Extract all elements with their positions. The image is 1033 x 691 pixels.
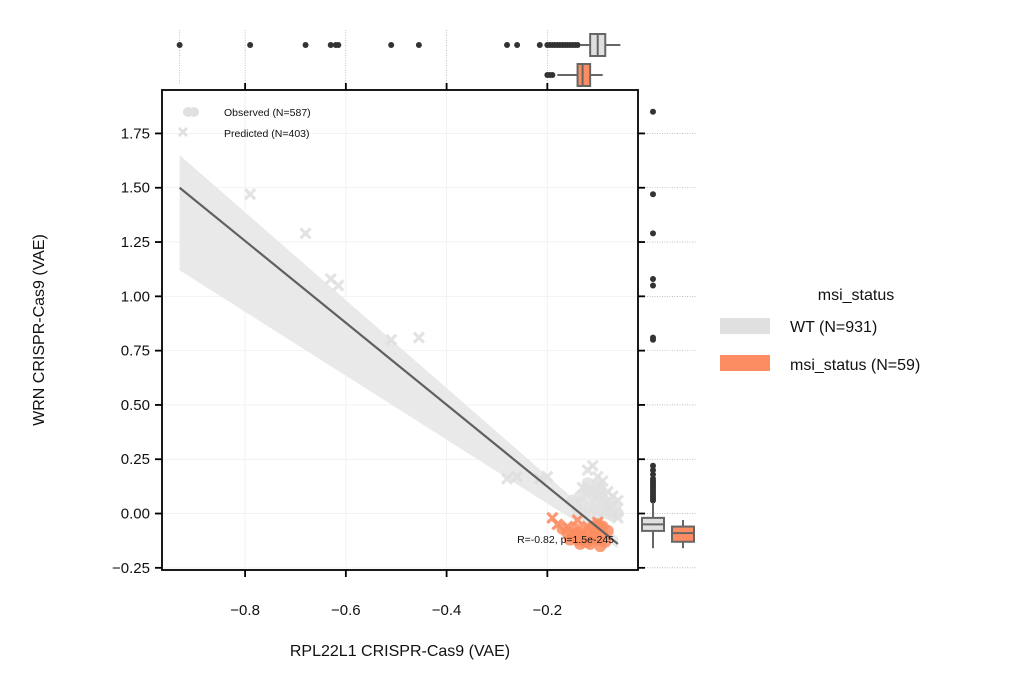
y-tick-label: 1.50 bbox=[121, 180, 150, 197]
main-scatter-plot: −0.8 −0.6 −0.4 −0.2 −0.25 0.00 0.25 0.50 0.75 1.… bbox=[31, 83, 645, 660]
wt-predicted-point bbox=[332, 279, 345, 292]
top-wt-outlier bbox=[514, 42, 521, 48]
x-tick-label: −0.8 bbox=[230, 602, 260, 619]
top-wt-outlier bbox=[388, 42, 395, 48]
y-tick-label: 0.50 bbox=[121, 397, 150, 414]
right-wt-outlier bbox=[650, 471, 656, 478]
wt-predicted-point bbox=[385, 333, 398, 346]
y-tick-label: 0.00 bbox=[121, 506, 150, 523]
confidence-band-area bbox=[179, 155, 618, 549]
regression-line-path bbox=[178, 186, 619, 545]
right-wt-outlier bbox=[650, 497, 656, 504]
wt-predicted-point bbox=[500, 472, 514, 485]
top-msi-box bbox=[576, 63, 592, 87]
y-axis-title: WRN CRISPR-Cas9 (VAE) bbox=[31, 234, 48, 426]
plot-frame bbox=[161, 89, 639, 571]
x-axis: −0.8 −0.6 −0.4 −0.2 bbox=[230, 83, 562, 619]
wt-observed-point bbox=[574, 490, 587, 503]
wt-predicted-point bbox=[244, 188, 257, 201]
correlation-annotation: R=-0.82, p=1.5e-245 bbox=[517, 534, 614, 546]
y-tick-label: 0.25 bbox=[121, 451, 150, 468]
y-tick-label: 1.75 bbox=[121, 125, 150, 142]
legend-label-msi: msi_status (N=59) bbox=[790, 357, 920, 374]
msi-predicted-point bbox=[571, 513, 584, 527]
right-wt-outlier bbox=[650, 462, 656, 469]
x-axis-title: RPL22L1 CRISPR-Cas9 (VAE) bbox=[290, 643, 510, 660]
x-tick-label: −0.6 bbox=[331, 602, 361, 619]
legend-observed-marker bbox=[183, 107, 193, 117]
msi-predicted-point bbox=[561, 520, 574, 533]
top-msi-outlier bbox=[549, 72, 556, 78]
wt-predicted-point bbox=[611, 511, 624, 525]
y-tick-label: 1.00 bbox=[121, 288, 150, 305]
y-tick-label: −0.25 bbox=[112, 560, 150, 577]
y-tick-label: 0.75 bbox=[121, 343, 150, 360]
right-wt-outlier bbox=[650, 108, 656, 115]
marker-legend: Observed (N=587) Predicted (N=403) bbox=[177, 107, 311, 140]
top-wt-outlier bbox=[504, 42, 511, 48]
legend-label-wt: WT (N=931) bbox=[790, 319, 877, 336]
wt-predicted-point bbox=[596, 474, 609, 488]
right-wt-outlier bbox=[650, 336, 656, 343]
legend-predicted-marker bbox=[177, 126, 189, 138]
y-tick-label: 1.25 bbox=[121, 234, 150, 251]
hue-legend: msi_status WT (N=931) msi_status (N=59) bbox=[720, 287, 920, 374]
msi-observed-point bbox=[581, 535, 594, 548]
right-msi-box bbox=[671, 525, 695, 543]
legend-observed-label: Observed (N=587) bbox=[224, 107, 311, 119]
top-wt-outlier bbox=[536, 42, 543, 48]
right-wt-outlier bbox=[650, 467, 656, 474]
legend-swatch-msi bbox=[720, 355, 770, 371]
legend-predicted-label: Predicted (N=403) bbox=[224, 128, 310, 140]
msi-observed-point bbox=[599, 535, 612, 548]
msi-observed-point bbox=[571, 527, 584, 540]
top-wt-outlier bbox=[247, 42, 254, 48]
right-wt-outlier bbox=[650, 191, 656, 198]
regression-line bbox=[178, 186, 619, 545]
wt-predicted-point bbox=[541, 470, 554, 483]
right-wt-outlier bbox=[650, 230, 656, 237]
msi-predicted-point bbox=[551, 518, 564, 531]
legend-title: msi_status bbox=[818, 287, 894, 304]
legend-swatch-wt bbox=[720, 318, 770, 334]
top-marginal-boxplot bbox=[176, 30, 621, 87]
x-tick-label: −0.2 bbox=[533, 602, 563, 619]
right-marginal-boxplot bbox=[641, 108, 697, 569]
scatter-points bbox=[244, 188, 624, 553]
top-wt-outlier bbox=[302, 42, 309, 48]
wt-predicted-point bbox=[510, 470, 524, 483]
y-axis: −0.25 0.00 0.25 0.50 0.75 1.00 1.25 1.50 1.75 bbox=[112, 125, 645, 577]
top-wt-outlier bbox=[574, 42, 581, 48]
right-wt-outlier bbox=[650, 282, 656, 289]
top-wt-outlier bbox=[327, 42, 334, 48]
top-wt-outlier bbox=[415, 42, 422, 48]
confidence-band bbox=[179, 155, 618, 549]
wt-predicted-point bbox=[576, 481, 589, 494]
wt-predicted-point bbox=[586, 459, 599, 472]
right-wt-outlier bbox=[650, 275, 656, 282]
wt-predicted-point bbox=[299, 227, 312, 240]
wt-predicted-point bbox=[412, 331, 426, 344]
x-tick-label: −0.4 bbox=[432, 602, 462, 619]
top-wt-outlier bbox=[176, 42, 183, 48]
top-wt-outlier bbox=[335, 42, 342, 48]
